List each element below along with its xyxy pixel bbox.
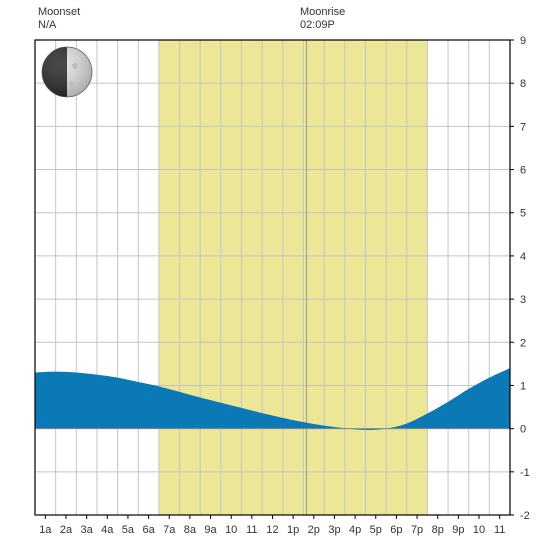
y-tick-label: -2 bbox=[520, 510, 530, 522]
x-tick-label: 3a bbox=[81, 524, 94, 536]
y-tick-label: 9 bbox=[520, 35, 526, 47]
y-tick-label: 0 bbox=[520, 424, 526, 436]
x-tick-label: 4p bbox=[349, 524, 361, 536]
y-tick-label: 2 bbox=[520, 337, 526, 349]
y-tick-label: -1 bbox=[520, 467, 530, 479]
x-tick-label: 10 bbox=[473, 524, 485, 536]
moon-phase-icon bbox=[42, 47, 92, 97]
tide-chart: -2-101234567891a2a3a4a5a6a7a8a9a1011121p… bbox=[0, 0, 550, 550]
y-tick-label: 6 bbox=[520, 165, 526, 177]
x-tick-label: 3p bbox=[328, 524, 340, 536]
x-tick-label: 11 bbox=[246, 524, 257, 536]
y-tick-label: 4 bbox=[520, 251, 526, 263]
y-tick-label: 3 bbox=[520, 294, 526, 306]
x-tick-label: 9a bbox=[204, 524, 217, 536]
x-tick-label: 7a bbox=[163, 524, 176, 536]
x-tick-label: 1a bbox=[39, 524, 52, 536]
x-tick-label: 11 bbox=[494, 524, 505, 536]
x-tick-label: 7p bbox=[411, 524, 423, 536]
x-tick-label: 8p bbox=[432, 524, 444, 536]
x-tick-label: 5a bbox=[122, 524, 135, 536]
y-tick-label: 7 bbox=[520, 121, 526, 133]
x-tick-label: 8a bbox=[184, 524, 197, 536]
x-tick-label: 10 bbox=[225, 524, 237, 536]
x-tick-label: 4a bbox=[101, 524, 114, 536]
y-tick-label: 1 bbox=[520, 380, 526, 392]
x-tick-label: 9p bbox=[452, 524, 464, 536]
x-tick-label: 6a bbox=[142, 524, 155, 536]
x-tick-label: 2a bbox=[60, 524, 73, 536]
x-tick-label: 6p bbox=[390, 524, 402, 536]
x-tick-label: 12 bbox=[266, 524, 278, 536]
y-tick-label: 8 bbox=[520, 78, 526, 90]
x-tick-label: 1p bbox=[287, 524, 299, 536]
x-tick-label: 2p bbox=[308, 524, 320, 536]
x-tick-label: 5p bbox=[370, 524, 382, 536]
y-tick-label: 5 bbox=[520, 208, 526, 220]
